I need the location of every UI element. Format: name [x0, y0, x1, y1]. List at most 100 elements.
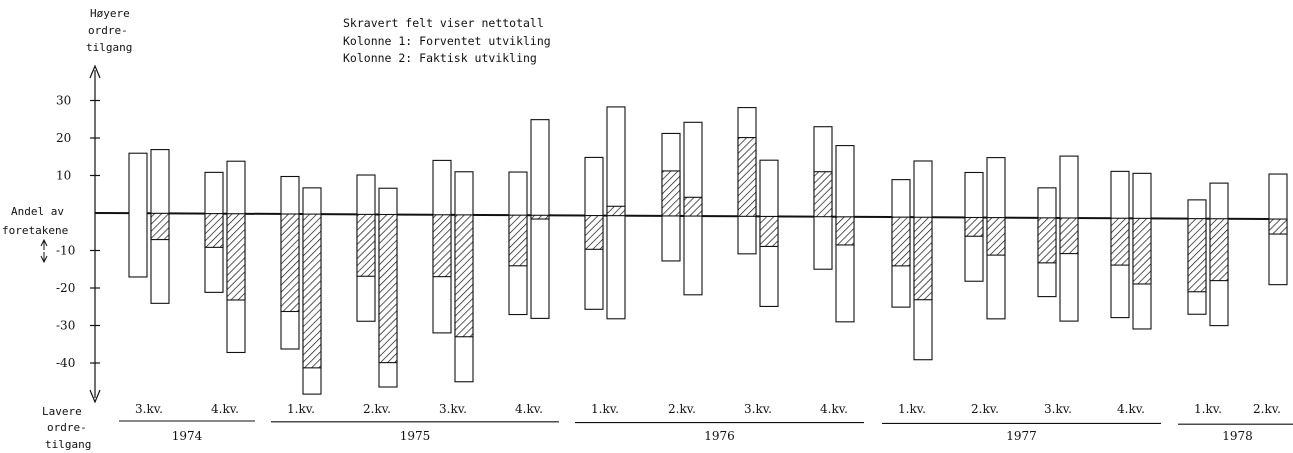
bar-pair-1-col-2	[226, 160, 246, 354]
bar-pair-4-col-2	[454, 171, 474, 383]
y-axis	[40, 64, 101, 404]
y-axis-middle-label: Andel av foretakene	[2, 205, 68, 237]
y-axis-bottom-label: Lavere ordre- tilgang	[42, 405, 91, 451]
bar-pair-12-col-1	[1037, 187, 1057, 298]
bar-net-hatched	[759, 215, 779, 247]
bars	[128, 106, 1288, 395]
y-mid-label-line-1: Andel av	[11, 205, 64, 218]
bar-pair-12-col-2	[1059, 155, 1079, 322]
bar-net-hatched	[226, 213, 246, 301]
bar-net-hatched	[891, 216, 911, 267]
mid-down-arrow-icon	[40, 252, 48, 264]
bar-pair-14-col-1	[1187, 199, 1207, 315]
x-tick-label: 1.kv.	[287, 402, 315, 416]
bar-net-hatched	[356, 213, 376, 277]
y-bottom-label-line-1: Lavere	[42, 405, 82, 418]
bar-net-hatched	[661, 170, 681, 217]
bar-pair-15-col-2	[1268, 173, 1288, 286]
bar-net-hatched	[1110, 217, 1130, 266]
x-tick-label: 2.kv.	[971, 402, 999, 416]
bar-pair-10-col-1	[891, 179, 911, 308]
bar-range	[128, 152, 148, 278]
year-label: 1978	[1222, 429, 1253, 443]
bar-net-hatched	[986, 217, 1006, 256]
bar-net-hatched	[1187, 218, 1207, 293]
bar-pair-11-col-1	[964, 171, 984, 282]
bar-net-hatched	[1037, 217, 1057, 264]
legend-title: Skravert felt viser nettotall	[343, 16, 544, 30]
bar-net-hatched	[813, 171, 833, 218]
bar-net-hatched	[1059, 217, 1079, 255]
bar-pair-2-col-2	[302, 187, 322, 395]
bar-net-hatched	[1209, 218, 1229, 282]
x-tick-label: 1.kv.	[1194, 402, 1222, 416]
legend-column-1: Kolonne 1: Forventet utvikling	[343, 34, 551, 48]
bar-net-hatched	[280, 213, 300, 313]
year-groups: 1974 1975 1976 1977 1978	[119, 420, 1293, 443]
x-tick-label: 1.kv.	[898, 402, 926, 416]
bar-net-hatched	[913, 216, 933, 301]
bar-net-hatched	[584, 214, 604, 250]
bar-net-hatched	[737, 137, 757, 217]
bar-net-hatched	[683, 196, 703, 217]
bar-net-hatched	[302, 213, 322, 369]
year-label: 1977	[1006, 429, 1037, 443]
bar-pair-8-col-1	[737, 107, 757, 255]
bar-pair-3-col-1	[356, 174, 376, 322]
mid-up-arrow-icon	[40, 238, 48, 250]
y-tick-label: -20	[56, 281, 75, 295]
bar-pair-13-col-2	[1132, 172, 1152, 330]
bar-pair-7-col-2	[683, 121, 703, 296]
bar-pair-5-col-2	[530, 119, 550, 319]
bar-pair-8-col-2	[759, 159, 779, 307]
y-tick-label: 20	[56, 131, 71, 145]
y-tick-label: 30	[56, 94, 71, 108]
y-ticks: 30 20 10 -10 -20 -30 -40	[56, 94, 100, 370]
y-top-label-line-1: Høyere	[90, 7, 130, 20]
y-bottom-label-line-2: ordre-	[47, 421, 87, 434]
y-axis-top-label: Høyere ordre- tilgang	[86, 7, 132, 54]
bar-net-hatched	[964, 216, 984, 237]
bar-pair-9-col-1	[813, 126, 833, 270]
bar-pair-2-col-1	[280, 175, 300, 350]
x-tick-label: 2.kv.	[363, 402, 391, 416]
bar-pair-14-col-2	[1209, 182, 1229, 327]
bar-net-hatched	[454, 214, 474, 338]
legend: Skravert felt viser nettotall Kolonne 1:…	[343, 16, 551, 65]
y-mid-label-line-2: foretakene	[2, 224, 68, 237]
x-tick-label: 4.kv.	[211, 402, 239, 416]
x-axis-labels: 3.kv. 4.kv. 1.kv. 2.kv. 3.kv. 4.kv. 1.kv. 2.kv.…	[135, 402, 1281, 416]
x-tick-label: 3.kv.	[1044, 402, 1072, 416]
x-tick-label: 3.kv.	[439, 402, 467, 416]
bar-net-hatched	[530, 214, 550, 220]
x-tick-label: 3.kv.	[744, 402, 772, 416]
bar-pair-11-col-2	[986, 157, 1006, 320]
legend-column-2: Kolonne 2: Faktisk utvikling	[343, 51, 537, 65]
y-bottom-label-line-3: tilgang	[45, 438, 91, 451]
year-label: 1974	[172, 429, 203, 443]
x-tick-label: 2.kv.	[668, 402, 696, 416]
bar-pair-9-col-2	[835, 145, 855, 323]
bar-net-hatched	[1268, 218, 1288, 235]
x-tick-label: 4.kv.	[515, 402, 543, 416]
y-axis-up-arrow-icon	[89, 64, 101, 79]
y-axis-down-arrow-icon	[89, 389, 101, 404]
bar-net-hatched	[432, 214, 452, 278]
bar-net-hatched	[1132, 217, 1152, 285]
year-label: 1976	[704, 429, 735, 443]
x-tick-label: 3.kv.	[135, 402, 163, 416]
bar-pair-4-col-1	[432, 159, 452, 334]
bar-net-hatched	[150, 212, 170, 241]
bar-pair-0-col-1	[128, 152, 148, 278]
x-tick-label: 2.kv.	[1253, 402, 1281, 416]
bar-pair-13-col-1	[1110, 170, 1130, 319]
bar-pair-3-col-2	[378, 187, 398, 388]
y-tick-label: -30	[56, 319, 75, 333]
bar-pair-6-col-2	[606, 106, 626, 320]
bar-net-hatched	[204, 213, 224, 248]
bar-pair-10-col-2	[913, 160, 933, 361]
x-tick-label: 4.kv.	[1117, 402, 1145, 416]
bar-pair-7-col-1	[661, 132, 681, 262]
bar-net-hatched	[835, 216, 855, 246]
